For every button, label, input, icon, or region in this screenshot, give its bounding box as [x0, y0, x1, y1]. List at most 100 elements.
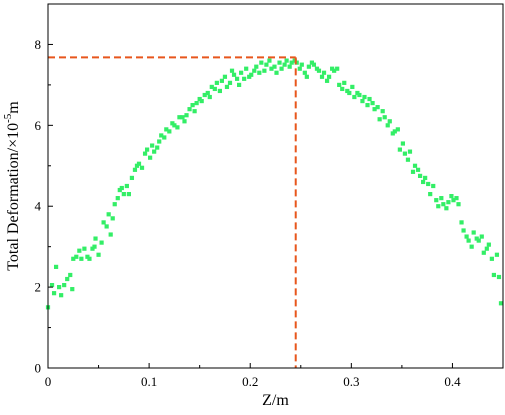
data-point	[461, 228, 466, 233]
data-point	[108, 232, 113, 237]
data-point	[79, 256, 84, 261]
data-point	[87, 256, 92, 261]
data-point	[264, 62, 269, 67]
data-point	[129, 175, 135, 181]
data-point	[494, 252, 500, 257]
data-point	[192, 109, 197, 114]
data-point	[370, 100, 375, 106]
data-point	[202, 92, 207, 98]
data-point	[397, 147, 402, 152]
data-point	[262, 68, 267, 73]
data-point	[237, 82, 242, 87]
data-point	[242, 76, 247, 81]
data-point	[466, 238, 471, 243]
data-point	[297, 66, 302, 71]
data-point	[484, 246, 489, 251]
data-point	[82, 246, 87, 251]
x-tick-label: 0.4	[444, 374, 461, 389]
data-point	[269, 66, 274, 71]
data-point	[454, 196, 459, 201]
data-point	[471, 230, 476, 235]
data-point	[159, 133, 164, 138]
y-tick-label: 6	[35, 118, 42, 133]
data-point	[489, 256, 494, 261]
data-point	[229, 68, 235, 73]
data-point	[400, 141, 405, 146]
data-point	[177, 115, 182, 120]
data-point	[431, 183, 436, 189]
data-point	[164, 127, 169, 132]
data-point	[316, 68, 322, 73]
data-point	[434, 198, 439, 203]
plot-frame	[47, 3, 504, 369]
data-point	[57, 285, 62, 290]
data-point	[423, 175, 428, 181]
data-point	[155, 145, 160, 150]
data-point	[299, 62, 304, 67]
data-point	[162, 135, 167, 140]
data-point	[365, 103, 370, 108]
x-tick-label: 0	[45, 374, 52, 389]
y-tick-label: 0	[35, 361, 42, 376]
data-point	[68, 272, 73, 278]
data-point	[207, 94, 212, 100]
x-tick-label: 0.3	[343, 374, 359, 389]
data-point	[284, 58, 289, 63]
data-point	[385, 123, 390, 128]
data-point	[342, 80, 347, 85]
y-axis-label: Total Deformation/×10-5m	[2, 101, 22, 271]
axis-ticks: 0 0.1 0.2 0.3 0.4 0 2 4 6 8	[35, 37, 504, 389]
data-point	[287, 64, 292, 69]
data-point	[106, 212, 111, 217]
data-point	[444, 206, 449, 211]
data-point	[205, 90, 210, 96]
data-point	[498, 301, 504, 306]
y-axis-label-main: Total Deformation/×10	[5, 123, 22, 271]
data-point	[479, 234, 484, 239]
data-point	[481, 250, 486, 255]
data-point	[212, 86, 217, 92]
data-point	[421, 179, 426, 185]
data-point	[59, 293, 64, 298]
data-point	[231, 72, 237, 77]
y-tick-label: 4	[35, 199, 42, 214]
data-point	[227, 80, 233, 85]
data-point	[428, 191, 433, 197]
data-point	[167, 129, 172, 134]
data-point	[93, 236, 98, 241]
data-point	[239, 70, 244, 75]
data-point	[415, 167, 421, 172]
data-point	[126, 191, 131, 197]
data-point	[142, 151, 148, 156]
data-point	[71, 256, 76, 261]
data-point	[234, 76, 240, 81]
data-point	[311, 62, 317, 67]
data-point	[372, 107, 377, 112]
data-point	[282, 62, 287, 67]
data-point	[469, 244, 474, 249]
data-point	[332, 68, 337, 73]
data-point	[326, 74, 332, 79]
data-point	[267, 58, 272, 63]
data-point	[357, 92, 362, 98]
data-point	[319, 74, 325, 79]
data-point	[49, 282, 55, 288]
data-point	[279, 66, 284, 71]
data-point	[51, 291, 57, 296]
data-point	[375, 105, 380, 110]
data-point	[148, 155, 153, 160]
data-point	[392, 129, 397, 134]
data-point	[259, 60, 264, 65]
x-axis-label: Z/m	[262, 392, 289, 409]
data-point	[99, 240, 104, 245]
data-point	[249, 72, 254, 77]
data-point	[294, 60, 299, 65]
data-point	[199, 98, 204, 104]
data-point	[112, 202, 117, 207]
data-point	[209, 84, 214, 90]
data-point	[456, 202, 461, 207]
data-point	[110, 216, 115, 221]
data-point	[150, 143, 155, 148]
data-points	[45, 58, 504, 310]
data-point	[139, 165, 145, 170]
